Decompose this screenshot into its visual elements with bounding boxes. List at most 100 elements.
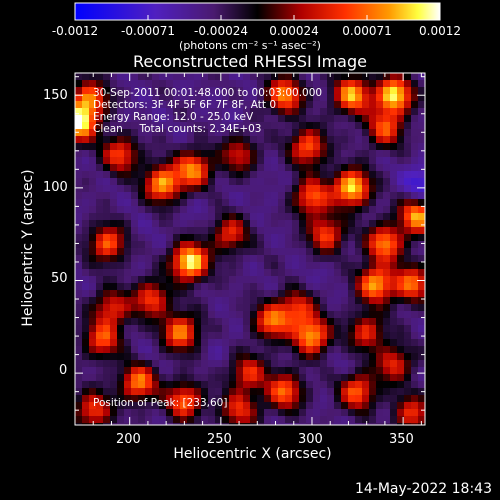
heatmap-cell <box>292 199 300 207</box>
heatmap-cell <box>376 381 384 389</box>
heatmap-cell <box>208 157 216 165</box>
y-tick-label: 150 <box>43 88 68 103</box>
heatmap-cell <box>376 276 384 284</box>
heatmap-cell <box>117 304 125 312</box>
heatmap-cell <box>334 199 342 207</box>
heatmap-cell <box>383 178 391 186</box>
heatmap-cell <box>180 80 188 88</box>
heatmap-cell <box>187 423 195 425</box>
heatmap-cell <box>390 185 398 193</box>
heatmap-cell <box>313 213 321 221</box>
heatmap-cell <box>390 304 398 312</box>
heatmap-cell <box>341 220 349 228</box>
heatmap-cell <box>369 304 377 312</box>
heatmap-cell <box>292 136 300 144</box>
heatmap-cell <box>418 255 425 263</box>
heatmap-cell <box>250 374 258 382</box>
heatmap-cell <box>145 423 153 425</box>
heatmap-cell <box>341 241 349 249</box>
heatmap-cell <box>320 129 328 137</box>
heatmap-cell <box>201 248 209 256</box>
heatmap-cell <box>159 381 167 389</box>
heatmap-cell <box>236 122 244 130</box>
heatmap-cell <box>306 360 314 368</box>
heatmap-cell <box>131 185 139 193</box>
heatmap-cell <box>180 423 188 425</box>
heatmap-cell <box>159 115 167 123</box>
heatmap-cell <box>334 395 342 403</box>
heatmap-cell <box>257 353 265 361</box>
heatmap-cell <box>271 136 279 144</box>
heatmap-cell <box>229 374 237 382</box>
heatmap-cell <box>96 178 104 186</box>
heatmap-cell <box>376 339 384 347</box>
heatmap-cell <box>292 213 300 221</box>
heatmap-cell <box>355 409 363 417</box>
heatmap-cell <box>166 283 174 291</box>
heatmap-cell <box>138 269 146 277</box>
heatmap-cell <box>313 136 321 144</box>
heatmap-cell <box>215 395 223 403</box>
heatmap-cell <box>89 241 97 249</box>
heatmap-cell <box>320 171 328 179</box>
heatmap-cell <box>75 220 83 228</box>
heatmap-cell <box>82 136 90 144</box>
heatmap-cell <box>327 311 335 319</box>
heatmap-cell <box>299 262 307 270</box>
heatmap-cell <box>411 227 419 235</box>
heatmap-cell <box>341 360 349 368</box>
x-tick-label: 350 <box>389 432 414 447</box>
heatmap-cell <box>166 304 174 312</box>
heatmap-cell <box>257 171 265 179</box>
heatmap-cell <box>138 395 146 403</box>
heatmap-cell <box>348 101 356 109</box>
heatmap-cell <box>306 381 314 389</box>
heatmap-cell <box>292 101 300 109</box>
heatmap-cell <box>285 381 293 389</box>
heatmap-cell <box>215 423 223 425</box>
heatmap-cell <box>75 269 83 277</box>
heatmap-cell <box>313 73 321 81</box>
heatmap-cell <box>173 276 181 284</box>
heatmap-cell <box>96 164 104 172</box>
heatmap-cell <box>418 101 425 109</box>
heatmap-cell <box>390 395 398 403</box>
heatmap-cell <box>75 185 83 193</box>
heatmap-cell <box>110 381 118 389</box>
heatmap-cell <box>271 255 279 263</box>
heatmap-cell <box>404 367 412 375</box>
heatmap-cell <box>383 374 391 382</box>
heatmap-cell <box>348 129 356 137</box>
heatmap-cell <box>285 185 293 193</box>
heatmap-cell <box>278 157 286 165</box>
heatmap-cell <box>180 164 188 172</box>
heatmap-cell <box>215 80 223 88</box>
heatmap-cell <box>404 283 412 291</box>
heatmap-cell <box>348 178 356 186</box>
heatmap-cell <box>166 220 174 228</box>
heatmap-cell <box>243 416 251 424</box>
heatmap-cell <box>96 262 104 270</box>
heatmap-cell <box>327 101 335 109</box>
heatmap-cell <box>362 269 370 277</box>
heatmap-cell <box>306 402 314 410</box>
heatmap-cell <box>145 290 153 298</box>
heatmap-cell <box>292 143 300 151</box>
heatmap-cell <box>327 94 335 102</box>
heatmap-cell <box>89 136 97 144</box>
heatmap-cell <box>236 395 244 403</box>
heatmap-cell <box>362 101 370 109</box>
heatmap-cell <box>110 283 118 291</box>
heatmap-cell <box>243 206 251 214</box>
heatmap-cell <box>75 136 83 144</box>
heatmap-cell <box>383 318 391 326</box>
heatmap-cell <box>397 283 405 291</box>
heatmap-cell <box>250 136 258 144</box>
heatmap-cell <box>89 311 97 319</box>
heatmap-cell <box>103 157 111 165</box>
heatmap-cell <box>341 402 349 410</box>
heatmap-cell <box>208 192 216 200</box>
heatmap-cell <box>187 213 195 221</box>
info-time: 30-Sep-2011 00:01:48.000 to 00:03:00.000 <box>93 87 323 99</box>
heatmap-cell <box>110 171 118 179</box>
